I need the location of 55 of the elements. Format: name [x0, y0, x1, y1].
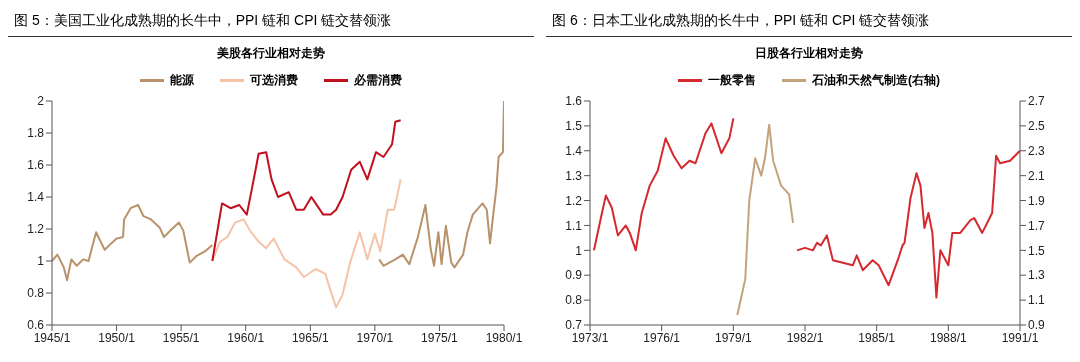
- x-tick-label: 1982/1: [786, 330, 824, 345]
- x-tick-label: 1965/1: [291, 330, 329, 345]
- y-tick-label: 0.8: [565, 293, 583, 308]
- x-tick-label: 1980/1: [485, 330, 523, 345]
- line-series: [211, 178, 402, 309]
- chart-title: 图 5：美国工业化成熟期的长牛中，PPI 链和 CPI 链交替领涨: [8, 8, 534, 37]
- y2-tick-label: 1.1: [1028, 293, 1046, 308]
- x-tick-label: 1991/1: [1001, 330, 1039, 345]
- y-tick-label: 1.4: [27, 190, 45, 205]
- legend-label: 可选消费: [250, 72, 298, 89]
- line-series: [736, 123, 795, 317]
- y2-tick-label: 1.9: [1028, 193, 1046, 208]
- x-tick-label: 1975/1: [421, 330, 459, 345]
- legend-label: 必需消费: [354, 72, 402, 89]
- y-tick-label: 1.4: [565, 144, 583, 159]
- line-series: [211, 119, 402, 262]
- y-tick-label: 0.8: [27, 286, 45, 301]
- x-tick-label: 1955/1: [162, 330, 200, 345]
- y-tick-label: 0.7: [565, 318, 583, 333]
- x-tick-label: 1945/1: [33, 330, 71, 345]
- x-tick-label: 1988/1: [929, 330, 968, 345]
- y-tick-label: 1.2: [27, 222, 45, 237]
- x-tick-label: 1970/1: [356, 330, 394, 345]
- y-tick-label: 0.6: [27, 318, 45, 333]
- y-tick-label: 1.1: [565, 218, 583, 233]
- y-tick-label: 1.6: [565, 94, 583, 109]
- y-tick-label: 1.8: [27, 126, 45, 141]
- chart-title: 图 6：日本工业化成熟期的长牛中，PPI 链和 CPI 链交替领涨: [546, 8, 1072, 37]
- x-tick-label: 1985/1: [858, 330, 896, 345]
- legend-label: 石油和天然气制造(右轴): [812, 72, 940, 89]
- y-tick-label: 1: [575, 243, 583, 258]
- chart-subtitle: 美股各行业相对走势: [216, 45, 326, 62]
- x-tick-label: 1973/1: [571, 330, 609, 345]
- x-tick-label: 1960/1: [227, 330, 265, 345]
- legend-label: 能源: [170, 72, 194, 89]
- y-tick-label: 1.2: [565, 193, 583, 208]
- y-tick-label: 1.3: [565, 168, 583, 183]
- y2-tick-label: 2.3: [1028, 144, 1046, 159]
- y-tick-label: 1: [37, 254, 45, 269]
- y2-tick-label: 1.3: [1028, 268, 1046, 283]
- y-tick-label: 2: [37, 94, 45, 109]
- y2-tick-label: 1.5: [1028, 243, 1046, 258]
- x-tick-label: 1976/1: [643, 330, 681, 345]
- y-tick-label: 1.6: [27, 158, 45, 173]
- x-tick-label: 1950/1: [98, 330, 136, 345]
- legend-label: 一般零售: [708, 72, 756, 89]
- y2-tick-label: 2.5: [1028, 119, 1046, 134]
- y2-tick-label: 1.7: [1028, 218, 1046, 233]
- y-tick-label: 1.5: [565, 119, 583, 134]
- y2-tick-label: 2.7: [1028, 94, 1046, 109]
- y-tick-label: 0.9: [565, 268, 583, 283]
- y2-tick-label: 2.1: [1028, 168, 1046, 183]
- y2-tick-label: 0.9: [1028, 318, 1046, 333]
- x-tick-label: 1979/1: [714, 330, 753, 345]
- chart-subtitle: 日股各行业相对走势: [754, 45, 864, 62]
